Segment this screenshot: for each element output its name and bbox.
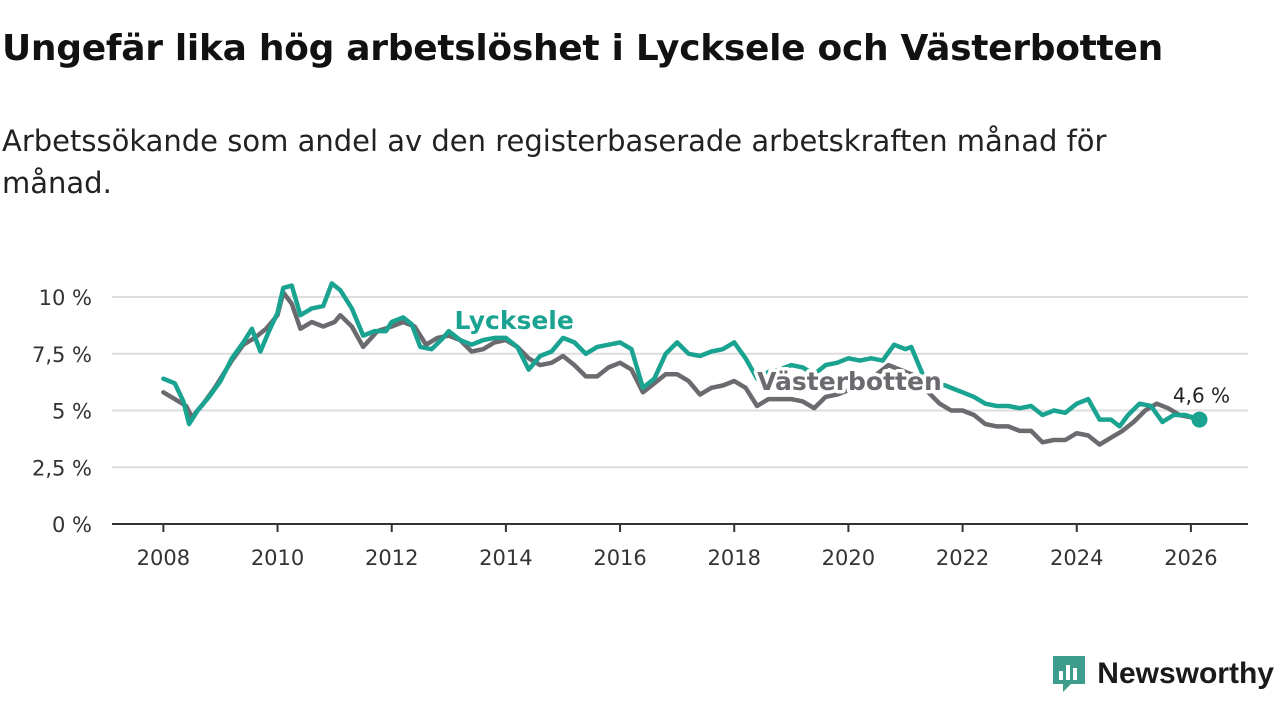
x-tick-label: 2022 [936, 546, 989, 570]
x-tick-label: 2008 [137, 546, 190, 570]
y-tick-label: 7,5 % [32, 343, 92, 367]
series-labels: Lycksele Västerbotten 4,6 % [451, 302, 1233, 410]
chart-title: Ungefär lika hög arbetslöshet i Lycksele… [2, 28, 1163, 69]
x-tick-label: 2010 [251, 546, 304, 570]
chart-subtitle: Arbetssökande som andel av den registerb… [2, 124, 1107, 200]
x-tick-label: 2026 [1164, 546, 1217, 570]
x-tick-label: 2018 [708, 546, 761, 570]
x-axis-ticks: 2008 2010 2012 2014 2016 2018 2020 2022 2024 2026 [112, 523, 1248, 570]
series-lines [161, 281, 1208, 447]
brand-name: Newsworthy [1097, 657, 1274, 690]
brand-logo: Newsworthy [1051, 654, 1274, 694]
end-value-label: 4,6 % [1173, 384, 1230, 408]
x-tick-label: 2014 [479, 546, 532, 570]
y-tick-label: 0 % [52, 513, 92, 537]
series-line-vasterbotten [161, 290, 1202, 447]
y-tick-label: 2,5 % [32, 456, 92, 480]
series-line-lycksele [161, 281, 1202, 429]
x-tick-label: 2024 [1050, 546, 1103, 570]
y-axis-ticks: 0 % 2,5 % 5 % 7,5 % 10 % [32, 286, 92, 537]
x-tick-label: 2020 [822, 546, 875, 570]
y-tick-label: 10 % [39, 286, 92, 310]
series-label-lycksele: Lycksele [455, 306, 574, 335]
x-tick-label: 2012 [365, 546, 418, 570]
series-label-vasterbotten: Västerbotten [757, 367, 942, 396]
gridlines [112, 296, 1248, 469]
end-point-marker [1191, 411, 1208, 428]
x-tick-label: 2016 [593, 546, 646, 570]
newsworthy-logo-icon [1053, 656, 1086, 692]
y-tick-label: 5 % [52, 400, 92, 424]
